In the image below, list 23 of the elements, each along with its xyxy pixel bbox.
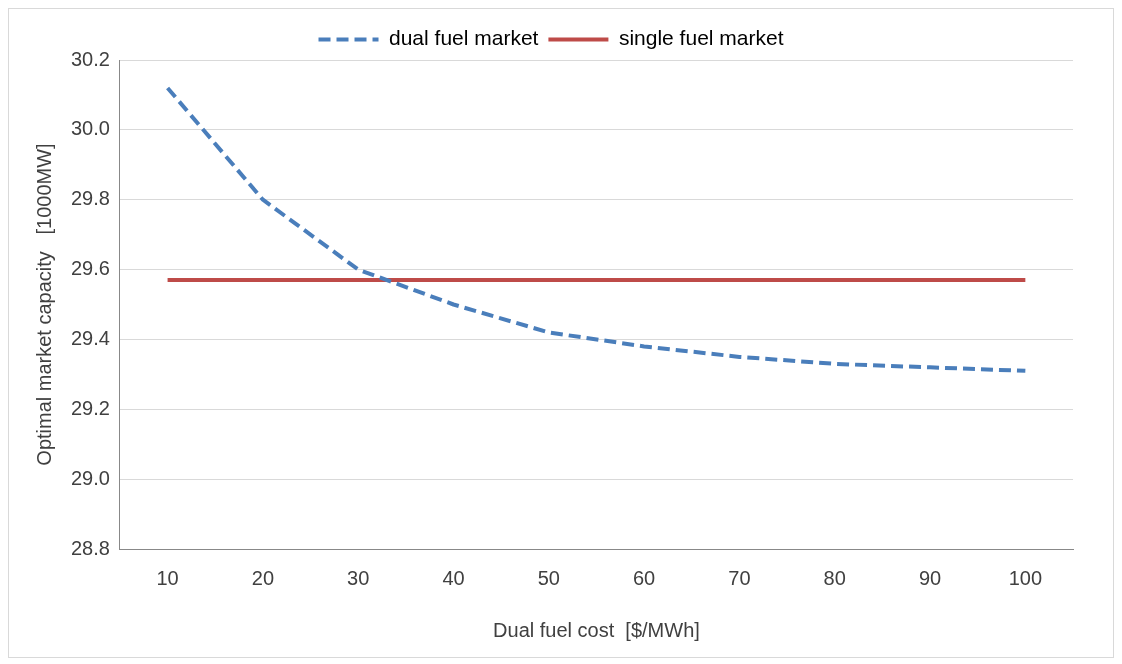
- legend-label: dual fuel market: [389, 26, 539, 50]
- y-tick-label: 29.4: [70, 326, 110, 349]
- y-tick-label: 29.2: [70, 396, 110, 419]
- x-axis-title: Dual fuel cost [$/MWh]: [493, 618, 700, 641]
- x-tick-label: 30: [347, 566, 370, 589]
- x-tick-label: 90: [918, 566, 942, 589]
- x-tick-label: 20: [251, 566, 275, 589]
- y-tick-label: 30.0: [70, 117, 110, 140]
- x-tick-label: 60: [632, 566, 656, 589]
- x-tick-label: 80: [823, 566, 846, 589]
- line-series: [165, 85, 1028, 373]
- y-axis-title: Optimal market capacity [1000MW]: [32, 143, 55, 466]
- y-tick-label: 30.2: [70, 47, 110, 70]
- x-tick-label: 100: [1008, 566, 1043, 589]
- y-tick-label: 29.8: [70, 187, 110, 210]
- y-tick-label: 29.6: [70, 257, 110, 280]
- x-tick-label: 10: [156, 566, 179, 589]
- x-tick-label: 40: [442, 566, 465, 589]
- x-tick-label: 50: [537, 566, 560, 589]
- x-tick-label: 70: [728, 566, 751, 589]
- y-tick-label: 29.0: [70, 466, 110, 489]
- y-tick-label: 28.8: [70, 536, 110, 559]
- legend-label: single fuel market: [618, 26, 784, 50]
